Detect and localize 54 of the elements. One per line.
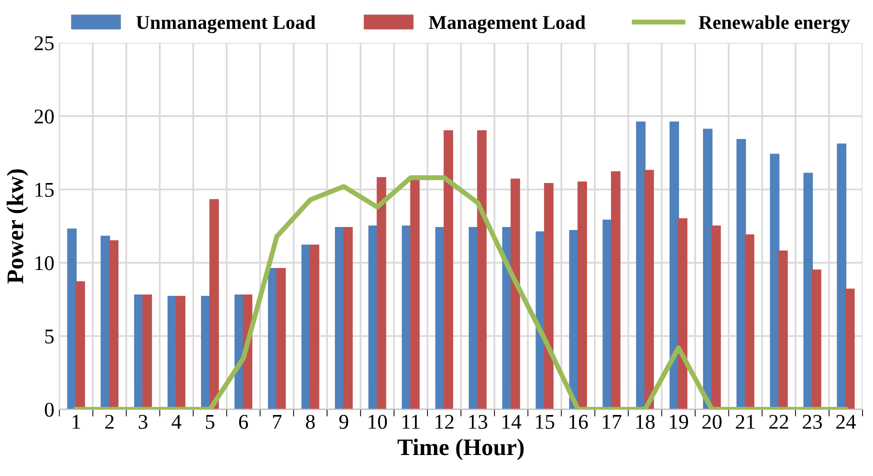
y-tick-label: 15 [36, 182, 54, 197]
bar [301, 244, 311, 410]
bar [703, 128, 712, 410]
x-axis-title: Time (Hour) [398, 438, 524, 460]
x-tick-label: 6 [239, 414, 248, 429]
line-series [74, 175, 848, 410]
x-tick-label: 15 [536, 414, 554, 429]
y-tick-label: 20 [34, 110, 54, 124]
y-tick-label: 0 [44, 402, 54, 417]
bar [376, 177, 386, 410]
bar [678, 218, 688, 410]
bar [544, 183, 554, 410]
x-tick-label: 19 [670, 414, 688, 429]
x-tick-label: 22 [769, 414, 788, 429]
bar [276, 268, 286, 410]
bar [670, 121, 680, 410]
legend-label: Unmanagement Load [136, 15, 316, 34]
x-tick-label: 1 [72, 414, 80, 429]
y-tick-label: 25 [34, 36, 54, 50]
legend-label: Renewable energy [698, 15, 850, 34]
x-tick-label: 4 [172, 414, 182, 429]
x-tick-label: 13 [469, 414, 488, 429]
x-tick-label: 17 [602, 414, 622, 429]
bar [510, 178, 520, 410]
bar [845, 288, 855, 410]
bar [444, 130, 454, 410]
legend-label: Management Load [428, 15, 586, 34]
x-tick-label: 23 [802, 414, 822, 429]
bar [644, 170, 654, 410]
x-tick-label: 12 [436, 414, 454, 429]
y-tick-label: 5 [45, 330, 54, 344]
bar [209, 199, 219, 410]
x-tick-label: 18 [636, 414, 655, 429]
bar [334, 227, 344, 410]
bar [477, 130, 487, 410]
y-tick-label: 10 [36, 256, 54, 270]
x-tick-label: 2 [105, 414, 114, 429]
x-tick-label: 20 [702, 414, 722, 429]
x-tick-label: 8 [306, 414, 315, 429]
x-tick-label: 9 [339, 414, 348, 429]
x-tick-label: 10 [368, 414, 387, 429]
y-axis-title: Power (kw) [6, 169, 28, 284]
bar [67, 228, 77, 410]
x-tick-label: 3 [138, 414, 148, 429]
x-tick-label: 24 [836, 414, 856, 429]
x-tick-label: 14 [502, 414, 522, 429]
x-tick-label: 11 [402, 414, 420, 429]
x-tick-label: 7 [273, 415, 282, 429]
bar [310, 244, 320, 410]
bar [343, 227, 353, 410]
bar [410, 178, 420, 410]
x-tick-label: 16 [569, 414, 588, 429]
x-tick-label: 21 [736, 414, 755, 429]
x-tick-label: 5 [206, 415, 214, 429]
